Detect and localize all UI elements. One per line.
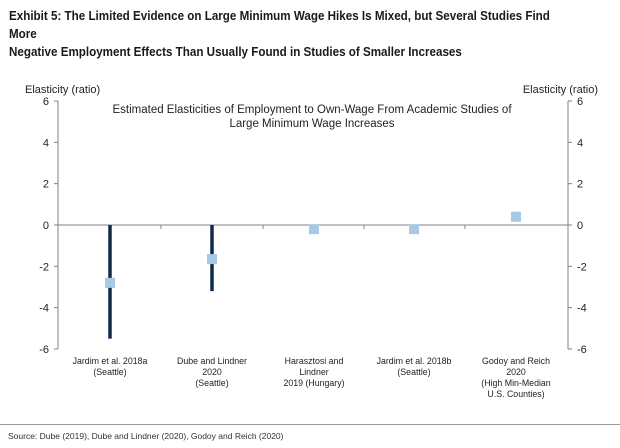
y-tick-label-right: 6 [577, 96, 583, 108]
y-tick-label-right: -6 [577, 344, 587, 356]
y-tick-label-left: -2 [39, 261, 49, 273]
y-tick-label-right: 2 [577, 179, 583, 191]
data-point [511, 211, 521, 222]
category-label: (Seattle) [397, 367, 430, 377]
y-axis-title-left: Elasticity (ratio) [25, 84, 100, 96]
data-point [409, 224, 419, 235]
source-note: Source: Dube (2019), Dube and Lindner (2… [8, 431, 284, 441]
category-label: 2020 [202, 367, 222, 377]
data-point [207, 254, 217, 265]
category-label: Harasztosi and [285, 356, 344, 366]
category-label: Dube and Lindner [177, 356, 247, 366]
category-label: Lindner [299, 367, 328, 377]
elasticity-chart: Elasticity (ratio) Elasticity (ratio) Es… [25, 84, 598, 399]
category-label: 2020 [506, 367, 526, 377]
y-tick-label-left: 2 [43, 179, 49, 191]
y-tick-label-left: -6 [39, 344, 49, 356]
category-label: (High Min-Median [481, 378, 551, 388]
y-tick-label-left: 6 [43, 96, 49, 108]
footer-divider [0, 424, 620, 425]
y-tick-label-right: 0 [577, 220, 583, 232]
category-label: Jardim et al. 2018a [73, 356, 148, 366]
chart-title-line-2: Large Minimum Wage Increases [229, 118, 394, 130]
data-point [309, 224, 319, 235]
category-label: Jardim et al. 2018b [377, 356, 452, 366]
category-label: Godoy and Reich [482, 356, 550, 366]
data-point [105, 277, 115, 288]
chart-title-line-1: Estimated Elasticities of Employment to … [112, 104, 512, 116]
y-tick-label-right: -4 [577, 303, 587, 315]
y-tick-label-left: 4 [43, 137, 49, 149]
y-tick-label-right: -2 [577, 261, 587, 273]
category-label: (Seattle) [195, 378, 228, 388]
category-label: (Seattle) [93, 367, 126, 377]
y-axis-title-right: Elasticity (ratio) [523, 84, 598, 96]
exhibit-title: Exhibit 5: The Limited Evidence on Large… [9, 7, 571, 61]
y-tick-label-left: 0 [43, 220, 49, 232]
y-tick-label-right: 4 [577, 137, 583, 149]
category-label: U.S. Counties) [487, 389, 544, 399]
category-label: 2019 (Hungary) [283, 378, 344, 388]
exhibit-title-line-2: Negative Employment Effects Than Usually… [9, 45, 462, 59]
y-tick-label-left: -4 [39, 303, 49, 315]
exhibit-title-line-1: Exhibit 5: The Limited Evidence on Large… [9, 9, 550, 41]
